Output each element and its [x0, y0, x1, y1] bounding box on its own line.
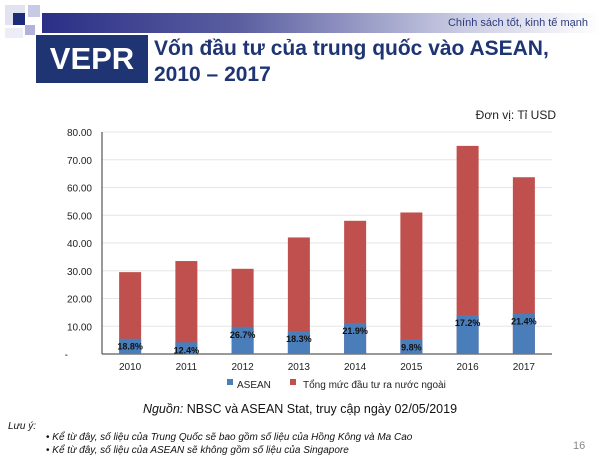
y-tick-label: 50.00 [67, 211, 92, 222]
legend-swatch-total [290, 379, 296, 385]
source-line: Nguồn: NBSC và ASEAN Stat, truy cập ngày… [0, 402, 600, 416]
bar-total [344, 220, 367, 354]
note-item: Kể từ đây, số liệu của Trung Quốc sẽ bao… [46, 432, 412, 445]
tagline: Chính sách tốt, kinh tế mạnh [447, 17, 588, 29]
stacked-bar-chart: - 10.00 20.00 30.00 40.00 50.00 60.00 70.00 80.0… [65, 128, 552, 391]
bar-asean [344, 322, 367, 354]
bar-total [456, 145, 479, 354]
decor-square [13, 13, 25, 25]
notes-list: Kể từ đây, số liệu của Trung Quốc sẽ bao… [46, 432, 412, 457]
bar-asean [456, 315, 479, 354]
x-tick-label: 2012 [232, 362, 255, 373]
slide-title: Vốn đầu tư của trung quốc vào ASEAN, 201… [154, 36, 584, 88]
bar-asean [231, 326, 254, 354]
x-tick-label: 2016 [457, 362, 480, 373]
y-tick-label: - [65, 350, 68, 361]
vepr-logo: VEPR [36, 35, 148, 83]
data-label: 17.2% [455, 318, 481, 328]
source-text: NBSC và ASEAN Stat, truy cập ngày 02/05/… [183, 402, 458, 416]
decor-square [28, 5, 40, 17]
page-number: 16 [573, 440, 586, 452]
x-tick-label: 2010 [119, 362, 142, 373]
legend-swatch-asean [227, 379, 233, 385]
bar-asean [400, 339, 423, 354]
x-tick-label: 2017 [513, 362, 536, 373]
y-tick-label: 70.00 [67, 156, 92, 167]
data-label: 21.4% [511, 316, 537, 326]
legend-label-asean: ASEAN [237, 380, 271, 391]
bar-total [119, 272, 142, 354]
bar-asean [512, 313, 535, 354]
y-tick-label: 20.00 [67, 295, 92, 306]
data-label: 21.9% [342, 326, 368, 336]
y-tick-label: 80.00 [67, 128, 92, 139]
data-label: 18.8% [117, 342, 143, 352]
bar-total [175, 261, 198, 354]
data-label: 26.7% [230, 330, 256, 340]
decor-square [5, 28, 23, 38]
x-tick-label: 2015 [400, 362, 423, 373]
decor-square [25, 25, 35, 35]
data-label: 12.4% [174, 345, 200, 355]
note-item: Kể từ đây, số liệu của ASEAN sẽ không gồ… [46, 445, 412, 458]
x-tick-label: 2014 [344, 362, 367, 373]
source-label: Nguồn: [142, 402, 184, 416]
title-line-2: 2010 – 2017 [154, 63, 271, 86]
title-line-1: Vốn đầu tư của trung quốc vào ASEAN, [154, 37, 549, 60]
data-label: 9.8% [401, 342, 422, 352]
unit-label: Đơn vị: Tỉ USD [475, 108, 556, 122]
bar-total [512, 177, 535, 354]
note-label: Lưu ý: [8, 421, 37, 432]
y-tick-label: 10.00 [67, 322, 92, 333]
x-tick-label: 2013 [288, 362, 311, 373]
bar-total [400, 212, 423, 354]
y-tick-label: 30.00 [67, 267, 92, 278]
legend-label-total: Tổng mức đầu tư ra nước ngoài [303, 379, 446, 391]
y-tick-label: 40.00 [67, 239, 92, 250]
header-gradient-bar [42, 13, 600, 33]
y-tick-label: 60.00 [67, 184, 92, 195]
bar-asean [175, 342, 198, 354]
bar-asean [287, 330, 310, 354]
bar-asean [119, 338, 142, 354]
x-tick-label: 2011 [176, 362, 198, 373]
data-label: 18.3% [286, 334, 312, 344]
bar-total [287, 237, 310, 354]
